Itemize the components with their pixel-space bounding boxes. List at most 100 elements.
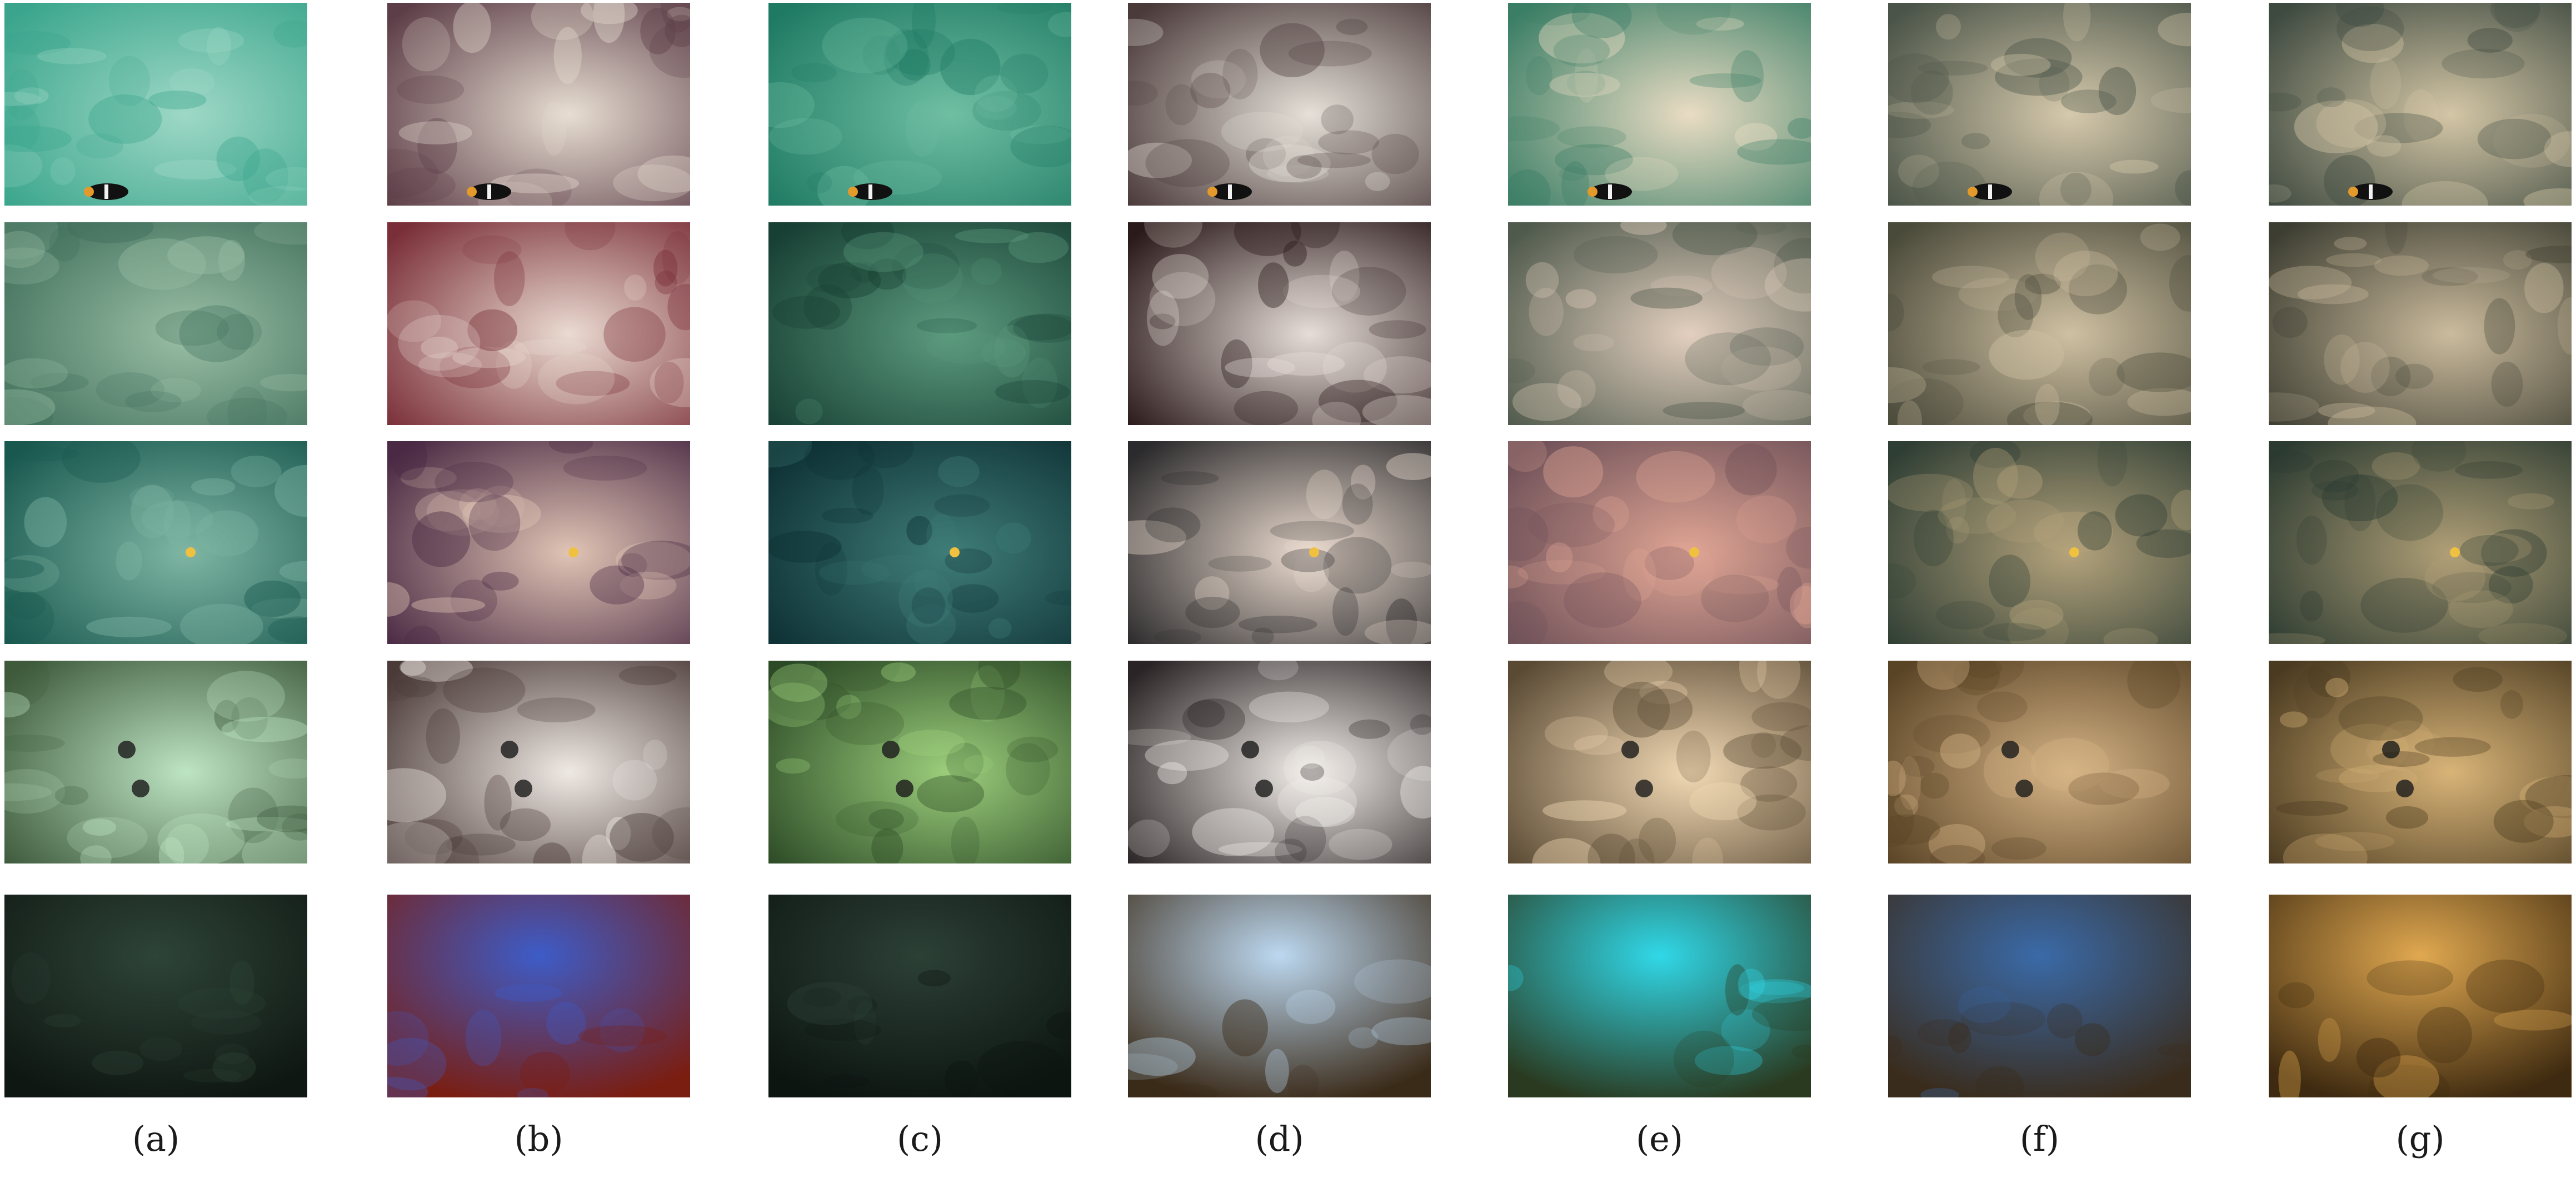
texture-blob <box>11 952 51 1005</box>
texture-blob <box>2477 118 2552 159</box>
texture-blob <box>1306 470 1343 520</box>
texture-blob <box>1047 12 1071 37</box>
sea-urchin <box>118 741 136 758</box>
texture-blob <box>1888 1035 1903 1059</box>
small-fish <box>186 547 196 557</box>
texture-blob <box>1776 566 1803 612</box>
texture-blob <box>1128 18 1164 46</box>
texture-blob <box>4 661 50 706</box>
texture-blob <box>1721 346 1801 391</box>
texture-blob <box>1260 23 1325 77</box>
texture-blob <box>804 441 875 480</box>
texture-blob <box>926 330 1007 364</box>
texture-blob <box>2068 772 2139 805</box>
texture-blob <box>1711 247 1787 300</box>
texture-blob <box>2278 1050 2301 1097</box>
texture-blob <box>191 478 236 496</box>
texture-blob <box>1322 342 1387 393</box>
fish-stripe <box>487 184 491 199</box>
texture-blob <box>1251 627 1274 644</box>
texture-blob <box>2403 89 2438 142</box>
texture-blob <box>1222 999 1268 1057</box>
texture-blob <box>1364 356 1431 394</box>
texture-blob <box>398 121 472 144</box>
texture-blob <box>868 808 904 830</box>
fish-head <box>848 187 858 197</box>
texture-blob <box>578 1025 667 1046</box>
underwater-image-tile <box>387 3 690 206</box>
texture-blob <box>2424 555 2485 601</box>
texture-blob <box>1128 728 1191 746</box>
texture-blob <box>1989 330 2064 380</box>
texture-blob <box>2115 494 2168 537</box>
sea-urchin <box>2015 780 2033 797</box>
texture-blob <box>266 167 307 191</box>
texture-blob <box>1161 471 1219 486</box>
underwater-image-tile <box>1888 222 2191 425</box>
texture-blob <box>2317 87 2346 108</box>
underwater-image-tile <box>1128 3 1431 206</box>
texture-blob <box>606 816 631 851</box>
texture-blob <box>2297 284 2369 305</box>
texture-blob <box>4 559 44 579</box>
texture-blob <box>167 236 244 274</box>
texture-blob <box>2088 358 2125 396</box>
underwater-image-tile <box>2269 895 2572 1097</box>
texture-blob <box>1281 548 1335 572</box>
texture-blob <box>4 769 66 814</box>
texture-blob <box>1410 714 1431 735</box>
texture-blob <box>768 441 812 468</box>
texture-blob <box>1656 3 1731 35</box>
texture-blob <box>440 346 511 388</box>
underwater-image-tile <box>4 895 307 1097</box>
texture-blob <box>2318 402 2375 419</box>
texture-blob <box>421 336 458 359</box>
texture-blob <box>2060 172 2091 206</box>
underwater-image-tile <box>1888 661 2191 863</box>
texture-blob <box>1561 161 1590 206</box>
texture-blob <box>82 818 117 836</box>
texture-blob <box>4 105 41 152</box>
texture-blob <box>2557 297 2572 355</box>
underwater-image-tile <box>1508 3 1811 206</box>
scene-background <box>4 222 307 425</box>
texture-blob <box>1508 358 1535 383</box>
texture-blob <box>643 740 667 770</box>
texture-blob <box>2030 737 2109 792</box>
texture-blob <box>637 155 690 193</box>
texture-blob <box>1977 691 2028 722</box>
texture-blob <box>1932 266 2009 288</box>
texture-blob <box>1739 661 1767 692</box>
texture-blob <box>911 587 946 624</box>
texture-blob <box>996 3 1052 14</box>
texture-blob <box>624 274 647 301</box>
texture-blob <box>1549 72 1620 97</box>
texture-blob <box>565 222 616 251</box>
texture-blob <box>1539 12 1625 64</box>
texture-blob <box>215 1044 249 1065</box>
texture-blob <box>2294 100 2378 153</box>
texture-blob <box>2503 250 2532 270</box>
texture-blob <box>776 758 811 774</box>
texture-blob <box>852 465 884 516</box>
scene-background <box>4 441 307 644</box>
texture-blob <box>155 310 229 346</box>
texture-blob <box>1605 157 1679 191</box>
texture-blob <box>1663 402 1745 420</box>
texture-blob <box>2098 67 2136 116</box>
texture-blob <box>835 801 919 837</box>
texture-blob <box>400 661 426 676</box>
texture-blob <box>940 38 1001 96</box>
texture-blob <box>1692 837 1723 863</box>
texture-blob <box>868 258 906 290</box>
texture-blob <box>770 663 828 702</box>
texture-blob <box>1574 735 1625 755</box>
texture-blob <box>44 1014 81 1028</box>
texture-blob <box>1917 1019 1970 1046</box>
texture-blob <box>2315 832 2395 851</box>
underwater-image-tile <box>2269 222 2572 425</box>
texture-blob <box>495 984 562 1002</box>
texture-blob <box>2372 751 2430 767</box>
texture-blob <box>435 836 480 863</box>
texture-blob <box>1190 72 1231 108</box>
